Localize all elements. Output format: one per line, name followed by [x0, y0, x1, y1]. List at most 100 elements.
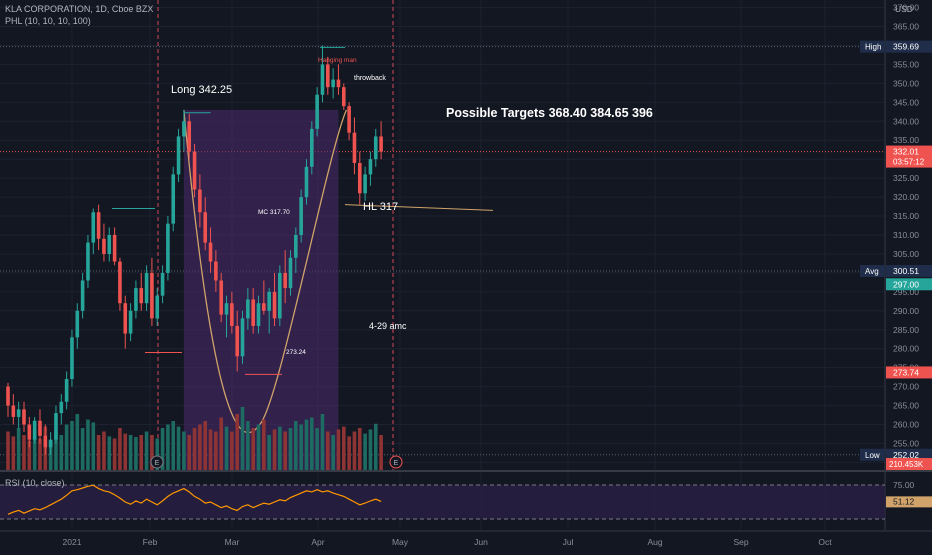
- candle-body: [326, 64, 330, 88]
- candle-body: [11, 405, 16, 417]
- candle-body: [102, 238, 106, 254]
- volume-bar: [352, 431, 357, 470]
- candle-body: [272, 291, 277, 319]
- candle-body: [320, 64, 325, 95]
- rsi-value: 51.12: [893, 496, 915, 506]
- candle-body: [134, 288, 138, 311]
- candle-body: [139, 288, 144, 304]
- price-tag-bg: [886, 145, 932, 168]
- candle-body: [187, 121, 192, 152]
- price-tag-value: 252.02: [893, 450, 919, 460]
- volume-bar: [310, 417, 314, 470]
- candle-body: [22, 409, 26, 425]
- candle-body: [155, 295, 160, 319]
- volume-bar: [299, 424, 303, 470]
- volume-bar: [235, 414, 239, 470]
- price-tag-name: Avg: [865, 267, 879, 276]
- candle-body: [48, 439, 53, 448]
- rsi-tick-label: 75.00: [893, 480, 915, 490]
- earnings-icon-label: E: [155, 460, 160, 467]
- candle-body: [182, 121, 186, 137]
- candle-body: [198, 189, 202, 213]
- volume-bar: [219, 417, 223, 470]
- candle-body: [112, 235, 117, 262]
- earnings-icon-label: E: [394, 460, 399, 467]
- price-tag-countdown: 03:57:12: [893, 158, 925, 167]
- y-tick-label: 370.00: [893, 3, 919, 13]
- volume-bar: [32, 429, 37, 470]
- volume-bar: [208, 429, 213, 470]
- volume-bar: [283, 431, 287, 470]
- volume-bar: [267, 435, 271, 470]
- volume-bar: [326, 431, 330, 470]
- volume-bar: [331, 435, 335, 470]
- price-tag-name: High: [865, 43, 881, 52]
- candle-body: [331, 79, 335, 88]
- candle-body: [27, 424, 32, 440]
- candle-body: [347, 106, 351, 133]
- candle-body: [123, 303, 128, 334]
- candle-body: [32, 420, 37, 440]
- x-tick-label: Apr: [311, 537, 324, 547]
- volume-bar: [187, 435, 192, 470]
- candle-body: [118, 261, 122, 304]
- earnings-icon: [150, 455, 164, 469]
- rsi-value-bg: [886, 496, 932, 508]
- candle-body: [203, 212, 208, 243]
- y-tick-label: 345.00: [893, 97, 919, 107]
- earnings-icon: [389, 455, 403, 469]
- rsi-line: [7, 484, 382, 515]
- long-annotation: Long 342.25: [171, 84, 232, 96]
- volume-bar: [294, 421, 298, 470]
- candle-body: [150, 272, 154, 319]
- candle-body: [107, 235, 112, 254]
- earnings-annotation: 4-29 amc: [369, 321, 407, 331]
- y-tick-label: 295.00: [893, 287, 919, 297]
- candle-body: [251, 299, 255, 326]
- low-mark-annotation: 273.24: [286, 349, 306, 356]
- volume-bar: [139, 435, 144, 470]
- volume-bar: [379, 435, 383, 470]
- volume-bar: [230, 431, 234, 470]
- y-tick-label: 365.00: [893, 22, 919, 32]
- volume-bar: [6, 431, 10, 470]
- candle-body: [379, 136, 383, 152]
- volume-bar: [155, 438, 160, 470]
- volume-bar: [96, 435, 101, 470]
- candle-body: [192, 151, 197, 190]
- y-tick-label: 265.00: [893, 401, 919, 411]
- candle-body: [75, 310, 80, 338]
- x-tick-label: Sep: [733, 537, 748, 547]
- candle-body: [267, 291, 271, 311]
- volume-bar: [347, 436, 351, 470]
- candle-body: [6, 386, 10, 406]
- y-tick-label: 340.00: [893, 116, 919, 126]
- y-tick-label: 350.00: [893, 78, 919, 88]
- volume-bar: [70, 421, 74, 470]
- candle-body: [240, 318, 245, 357]
- volume-bar: [166, 424, 170, 470]
- price-tag-value: 300.51: [893, 266, 919, 276]
- candle-body: [288, 257, 293, 289]
- y-tick-label: 255.00: [893, 438, 919, 448]
- candle-body: [246, 299, 250, 319]
- candle-body: [341, 87, 346, 107]
- volume-bar: [368, 429, 373, 470]
- volume-bar: [203, 421, 208, 470]
- candle-body: [294, 235, 298, 258]
- volume-bar: [171, 421, 176, 470]
- volume-bar: [144, 431, 149, 470]
- volume-tag-bg: [886, 458, 932, 470]
- hanging-man-annotation: Hanging man: [318, 57, 357, 64]
- volume-bar: [224, 426, 229, 470]
- candle-body: [91, 212, 96, 243]
- volume-bar: [11, 436, 16, 470]
- rsi-band: [0, 485, 885, 519]
- price-tag-value: 273.74: [893, 367, 919, 377]
- candle-body: [54, 413, 58, 440]
- volume-bar: [86, 419, 90, 470]
- price-tag-bg: [886, 366, 932, 379]
- candle-body: [160, 272, 165, 296]
